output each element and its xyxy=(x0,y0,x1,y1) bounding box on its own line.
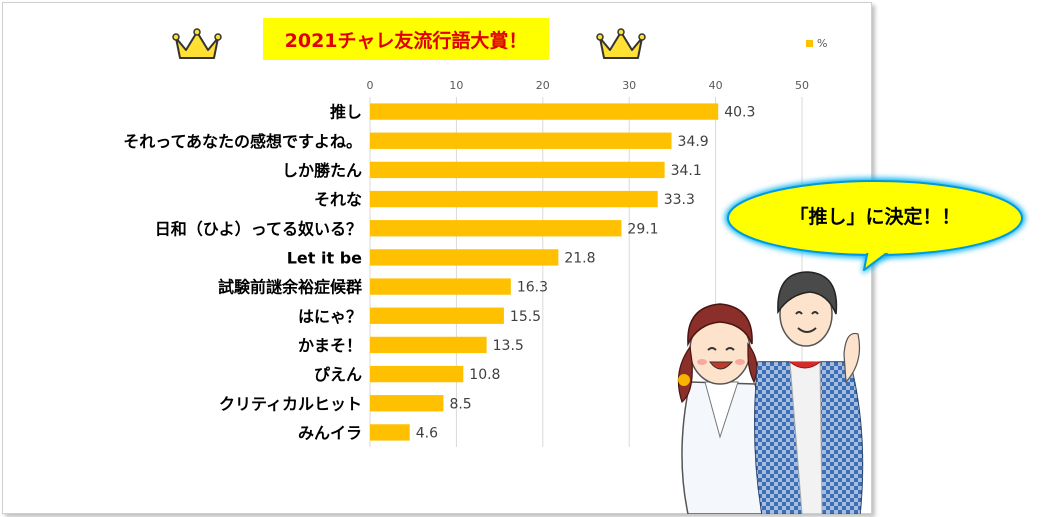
bar xyxy=(370,161,665,179)
bar xyxy=(370,190,658,208)
category-label: Let it be xyxy=(287,248,362,267)
x-tick-label: 10 xyxy=(449,79,463,92)
category-label: ぴえん xyxy=(314,365,362,384)
legend-label: % xyxy=(817,37,828,50)
category-label: クリティカルヒット xyxy=(219,394,362,413)
speech-bubble-text: 「推し」に決定！！ xyxy=(789,206,961,228)
bar xyxy=(370,336,487,354)
x-tick-label: 0 xyxy=(367,79,374,92)
bar xyxy=(370,220,622,237)
category-label: それってあなたの感想ですよね。 xyxy=(123,132,362,151)
category-label: しか勝たん xyxy=(282,161,362,180)
legend-swatch xyxy=(806,40,813,47)
illustration-characters xyxy=(677,271,864,514)
data-label: 16.3 xyxy=(517,280,548,296)
category-label: 試験前謎余裕症候群 xyxy=(218,278,362,297)
category-label: それな xyxy=(314,190,362,209)
x-tick-label: 40 xyxy=(709,79,723,92)
crown-icon-left xyxy=(172,28,222,59)
data-label: 8.5 xyxy=(449,396,471,412)
legend: % xyxy=(806,37,827,50)
x-tick-label: 20 xyxy=(536,79,550,92)
crown-icon-right xyxy=(596,28,646,59)
bar xyxy=(370,424,410,441)
bar xyxy=(370,365,464,383)
x-tick-label: 50 xyxy=(795,79,809,92)
bar-chart: 0 10 20 30 40 50 推し 40.3 それってあなたの感想ですよね。 34.9 しか勝た… xyxy=(123,79,809,447)
data-label: 13.5 xyxy=(493,338,524,354)
category-label: 推し xyxy=(330,103,362,122)
boy-character xyxy=(754,271,864,514)
data-label: 10.8 xyxy=(469,367,500,383)
bar xyxy=(370,278,511,295)
category-label: 日和（ひよ）ってる奴いる？ xyxy=(155,219,362,238)
data-label: 21.8 xyxy=(564,250,595,266)
data-label: 33.3 xyxy=(664,192,695,208)
data-label: 15.5 xyxy=(510,309,541,325)
x-tick-label: 30 xyxy=(622,79,636,92)
bar xyxy=(370,395,444,412)
bar xyxy=(370,103,719,120)
data-label: 40.3 xyxy=(724,105,755,121)
data-label: 29.1 xyxy=(627,221,658,237)
data-label: 4.6 xyxy=(416,425,438,441)
category-label: はにゃ？ xyxy=(298,307,362,326)
bar xyxy=(370,307,504,324)
data-label: 34.9 xyxy=(678,134,709,150)
chart-title: 2021チャレ友流行語大賞！ xyxy=(263,18,549,60)
data-label: 34.1 xyxy=(671,163,702,179)
speech-bubble xyxy=(725,178,1025,274)
bar xyxy=(370,249,559,266)
bar xyxy=(370,132,672,149)
category-label: かまそ！ xyxy=(298,336,362,355)
category-label: みんイラ xyxy=(298,423,362,442)
